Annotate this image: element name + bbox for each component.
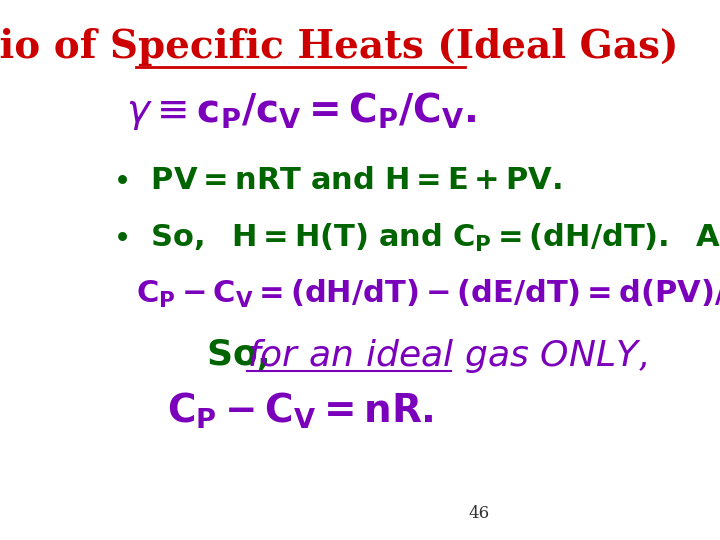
Text: Ratio of Specific Heats (Ideal Gas): Ratio of Specific Heats (Ideal Gas) [0, 28, 678, 66]
Text: $\bullet\ \ \mathbf{So,\ \ H = H(T)\ and\ C_P = (dH/dT).\ \ And:}$: $\bullet\ \ \mathbf{So,\ \ H = H(T)\ and… [112, 221, 720, 254]
Text: $\mathbf{C_P - C_V = nR.}$: $\mathbf{C_P - C_V = nR.}$ [167, 391, 434, 431]
Text: $\mathbf{C_P - C_V = (dH/dT) - (dE/dT) = d(PV)/dT = nR.}$: $\mathbf{C_P - C_V = (dH/dT) - (dE/dT) =… [136, 278, 720, 310]
Text: $\gamma \equiv \mathbf{c_P/c_V = C_P/C_V.}$: $\gamma \equiv \mathbf{c_P/c_V = C_P/C_V… [125, 90, 476, 132]
Text: $\mathit{for\ an\ ideal\ gas\ ONLY}$,: $\mathit{for\ an\ ideal\ gas\ ONLY}$, [247, 337, 647, 375]
Text: $\mathbf{So,}$: $\mathbf{So,}$ [207, 337, 269, 372]
Text: $\bullet\ \ \mathbf{PV = nRT\ and\ H = E + PV.}$: $\bullet\ \ \mathbf{PV = nRT\ and\ H = E… [112, 165, 562, 196]
Text: 46: 46 [468, 505, 490, 523]
